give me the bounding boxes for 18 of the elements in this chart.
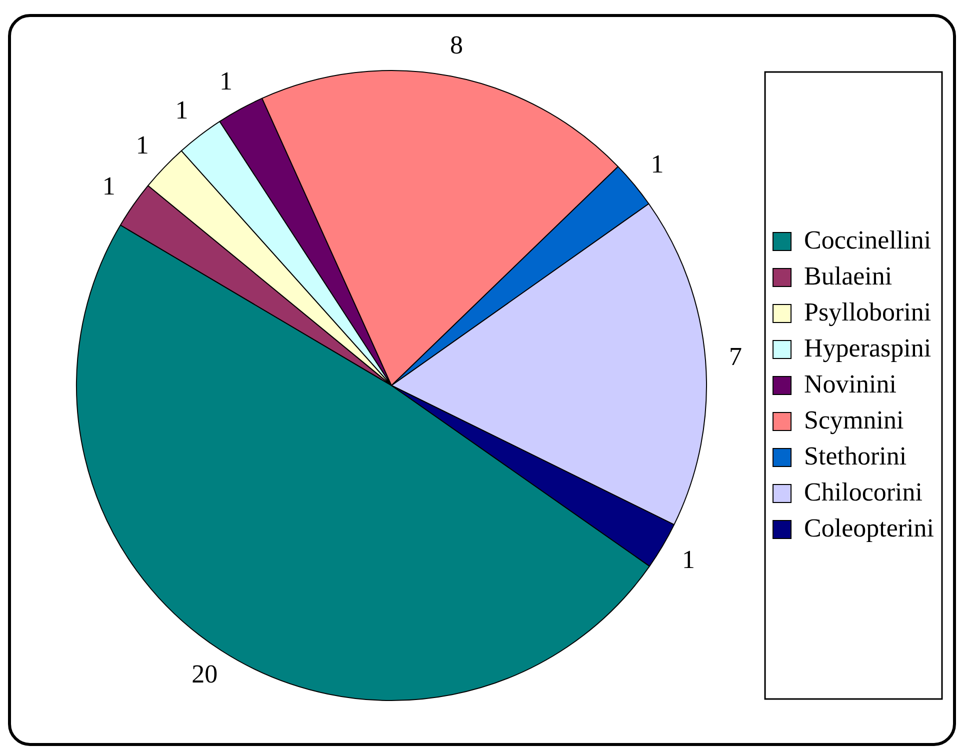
legend-label: Hyperaspini (804, 333, 932, 362)
legend-label: Bulaeini (804, 261, 892, 290)
legend-label: Stethorini (804, 441, 907, 470)
data-label: 1 (175, 95, 188, 124)
data-label: 1 (220, 66, 233, 96)
legend-label: Scymnini (804, 405, 904, 434)
data-label: 1 (682, 545, 695, 574)
data-label: 7 (728, 342, 742, 372)
legend-label: Coccinellini (804, 225, 932, 254)
data-label: 1 (136, 130, 149, 160)
legend-label: Coleopterini (804, 513, 934, 542)
data-label: 8 (450, 30, 463, 60)
data-label: 20 (192, 659, 218, 688)
legend-label: Psylloborini (804, 297, 932, 326)
legend-label: Novinini (804, 369, 896, 398)
data-label: 1 (650, 149, 664, 178)
data-label: 1 (102, 171, 116, 200)
legend-label: Chilocorini (804, 477, 922, 506)
